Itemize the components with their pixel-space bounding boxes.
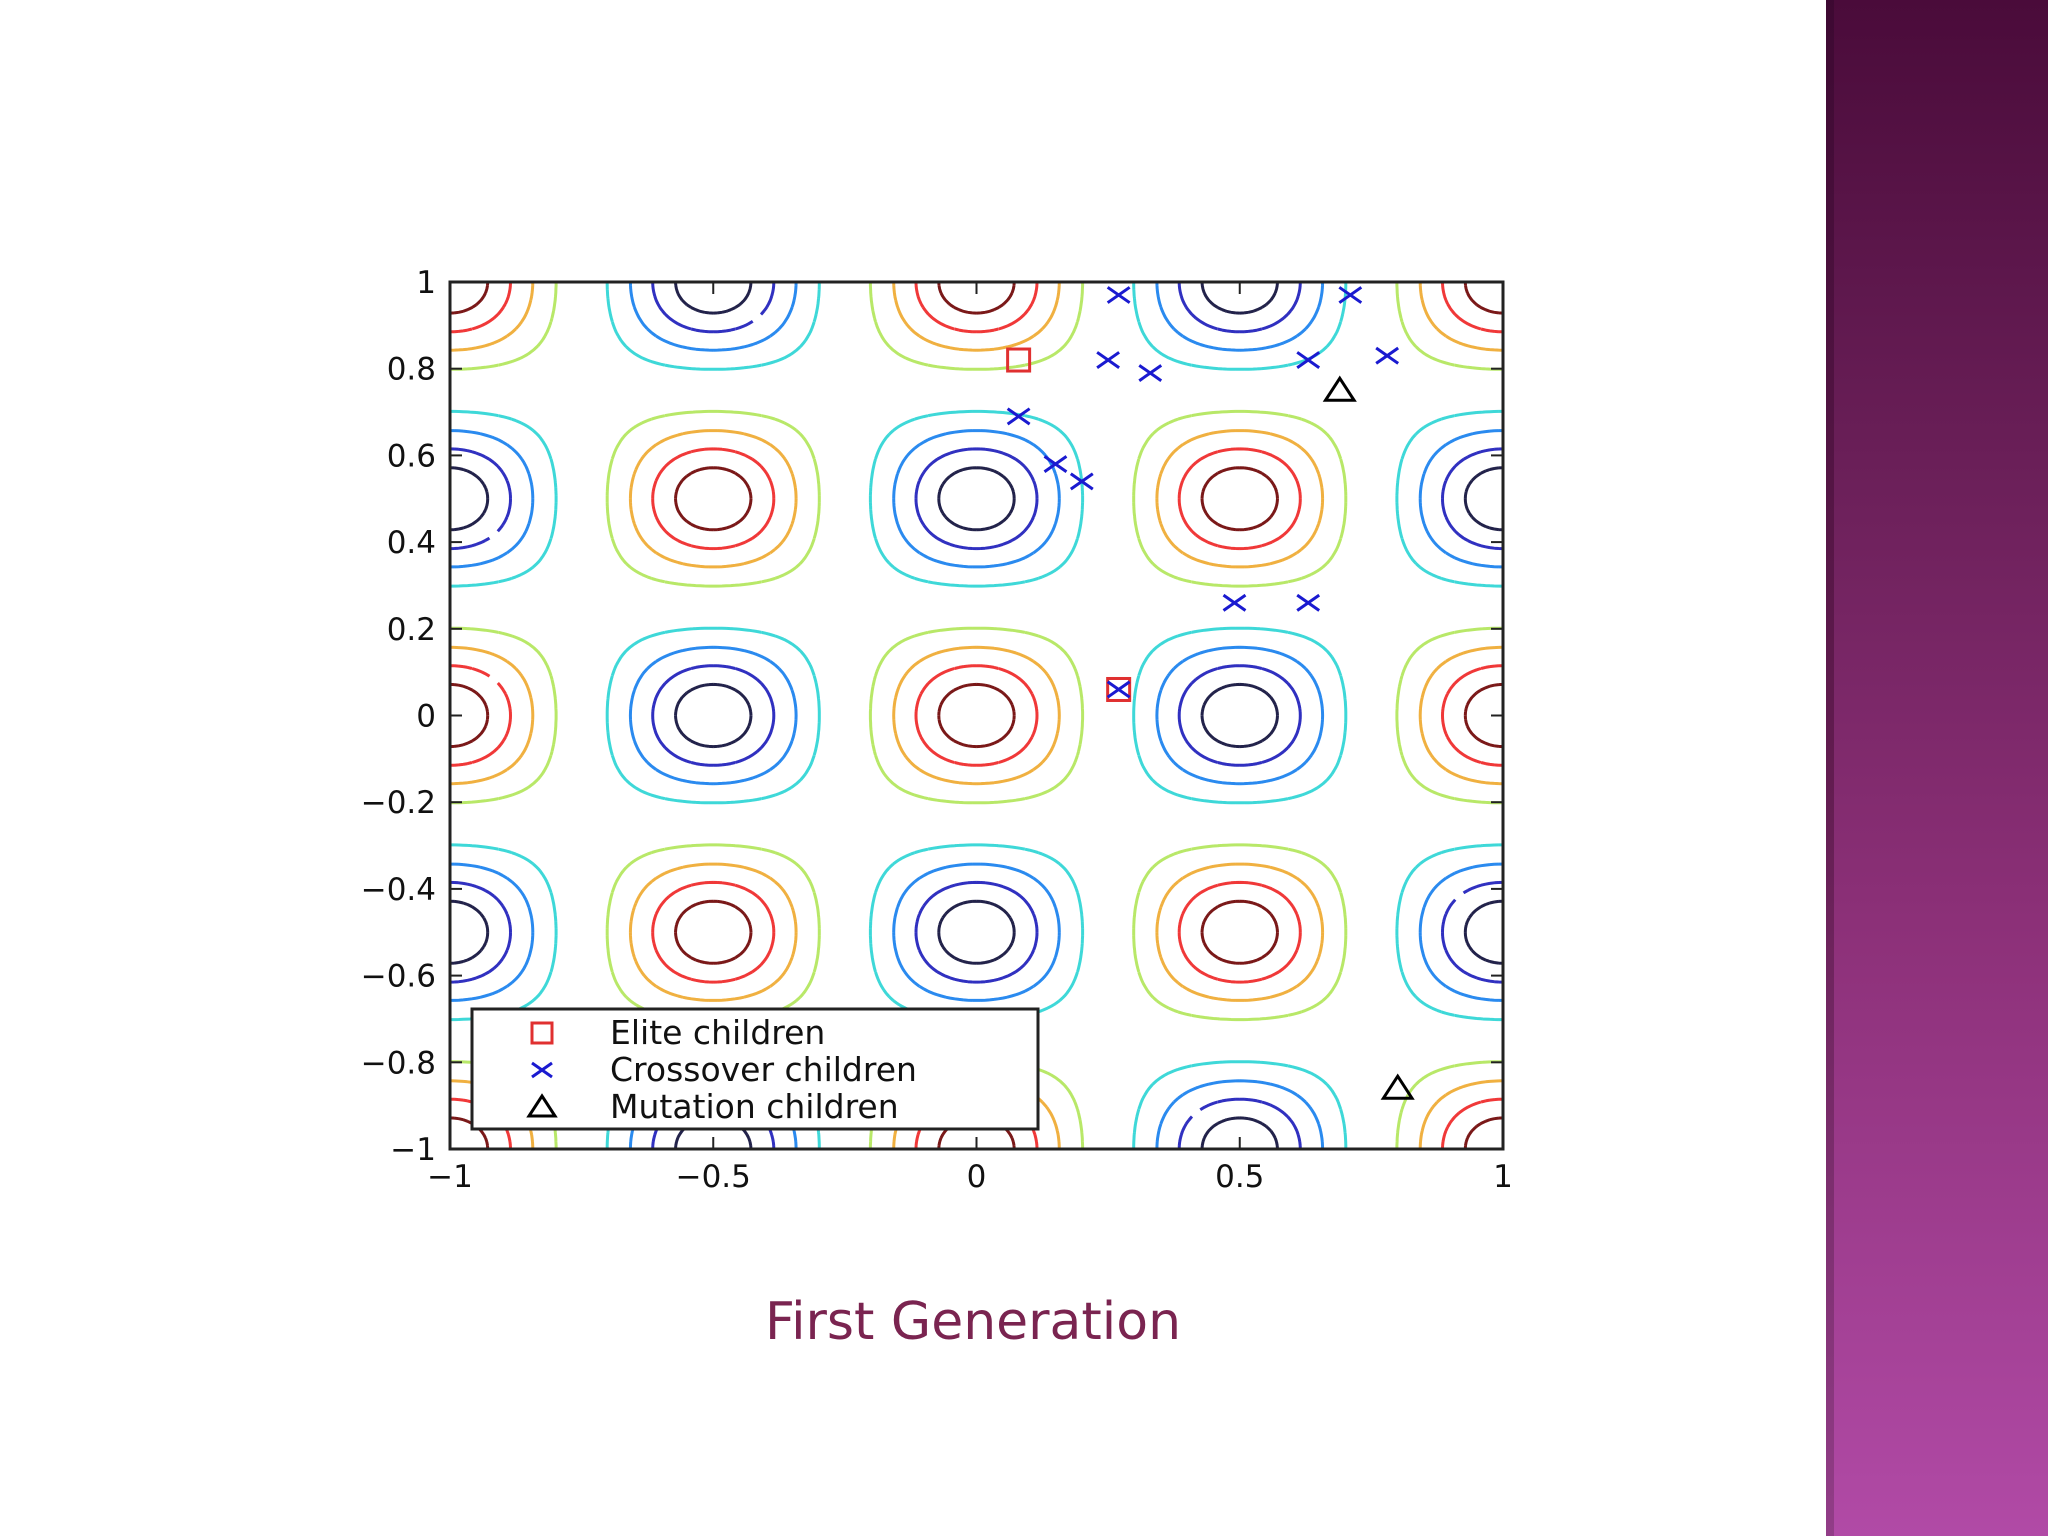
- y-tick-label: 0.4: [387, 525, 436, 561]
- contour-level-0: [450, 282, 1503, 1149]
- crossover-marker: [1296, 351, 1321, 369]
- y-tick-label: −0.4: [361, 872, 436, 908]
- mutation-marker: [1380, 1073, 1415, 1100]
- plot-area: [450, 282, 1503, 1149]
- elite-marker: [1006, 347, 1032, 373]
- crossover-marker: [1138, 364, 1163, 382]
- elite-marker: [530, 1021, 554, 1045]
- contour-level-1: [450, 282, 1503, 1149]
- contour-level-4: [450, 282, 1503, 1149]
- x-tick-label: 0: [967, 1159, 987, 1195]
- y-tick-label: −0.2: [361, 785, 436, 821]
- x-tick-label: −0.5: [676, 1159, 751, 1195]
- x-tick-label: −1: [427, 1159, 473, 1195]
- x-tick-label: 0.5: [1215, 1159, 1264, 1195]
- crossover-marker: [1006, 407, 1031, 426]
- side-band-edge: [1826, 0, 1834, 1536]
- y-tick-label: −0.8: [361, 1045, 436, 1081]
- crossover-marker: [1222, 593, 1247, 612]
- y-tick-label: 0.2: [387, 612, 436, 648]
- mutation-marker: [1322, 375, 1357, 402]
- y-tick-label: 0.6: [387, 438, 436, 474]
- crossover-marker: [1069, 472, 1094, 491]
- legend-label: Crossover children: [610, 1050, 917, 1089]
- x-tick-label: 1: [1493, 1159, 1513, 1195]
- decorative-side-band: [1826, 0, 2048, 1536]
- legend-box: [470, 1007, 1040, 1131]
- y-tick-label: −1: [390, 1132, 436, 1168]
- y-tick-label: 1: [416, 265, 436, 301]
- crossover-marker: [1096, 351, 1120, 369]
- crossover-marker: [1106, 680, 1131, 699]
- contour-lines: [450, 282, 1503, 1149]
- legend-label: Elite children: [610, 1013, 825, 1052]
- slide-caption: First Generation: [764, 1292, 1182, 1352]
- crossover-marker: [1338, 286, 1363, 304]
- y-tick-label: 0: [416, 699, 436, 735]
- crossover-marker: [1106, 286, 1131, 304]
- mutation-marker: [526, 1093, 558, 1118]
- crossover-marker: [1296, 593, 1321, 612]
- contour-level-3: [450, 282, 1503, 1149]
- crossover-marker: [1043, 455, 1068, 473]
- crossover-marker: [1375, 346, 1400, 365]
- crossover-marker: [531, 1061, 553, 1079]
- y-tick-label: 0.8: [387, 352, 436, 388]
- elite-marker: [1106, 676, 1132, 702]
- scatter-markers: [1006, 286, 1415, 1100]
- y-tick-label: −0.6: [361, 959, 436, 995]
- legend-label: Mutation children: [610, 1087, 899, 1126]
